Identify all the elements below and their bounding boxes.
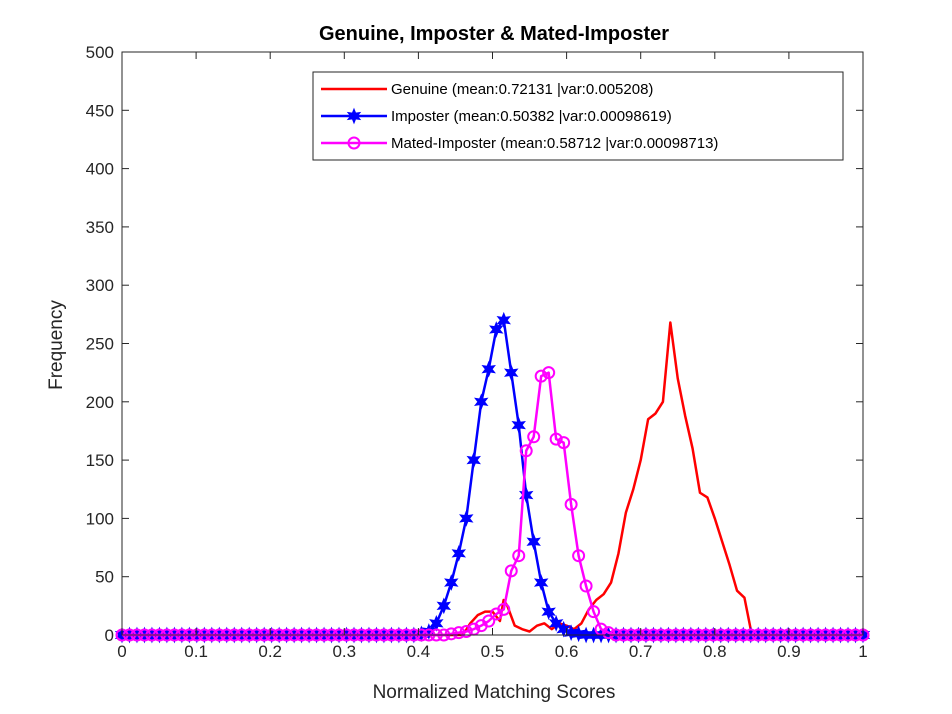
x-tick-label: 0.4 [407,642,431,661]
y-tick-label: 0 [105,626,114,645]
data-point-imposter [466,451,481,469]
data-point-imposter [444,574,459,591]
data-point-imposter [451,545,467,562]
data-point-imposter [436,597,452,615]
data-point-mated-imposter [497,602,511,616]
data-point-mated-imposter [459,625,473,639]
data-point-imposter [459,510,474,527]
axes-layer: 0 0.1 0.2 0.3 0.4 0.5 0.6 0.7 0.8 0.9 1 0 50 100 150 20… [86,43,868,661]
data-point-imposter [548,614,564,632]
data-point-mated-imposter [452,626,466,640]
legend: Genuine (mean:0.72131 |var:0.005208) Impo… [312,71,844,161]
x-tick-label: 0.9 [777,642,801,661]
data-point-mated-imposter [482,614,496,628]
y-tick-label: 500 [86,43,114,62]
legend-label-mated-imposter: Mated-Imposter (mean:0.58712 |var:0.0009… [391,135,718,152]
y-tick-label: 400 [86,160,114,179]
data-point-mated-imposter [549,432,563,446]
y-tick-label: 150 [86,451,114,470]
data-point-mated-imposter [572,549,586,563]
data-point-imposter [504,364,519,382]
legend-marker-imposter [346,107,362,125]
legend-entry-genuine: Genuine (mean:0.72131 |var:0.005208) [321,81,653,98]
data-point-imposter [518,486,534,504]
data-point-imposter [526,533,541,551]
data-point-mated-imposter [579,579,593,593]
x-tick-label: 0.3 [332,642,356,661]
x-tick-label: 0.5 [481,642,505,661]
x-tick-label: 0.8 [703,642,727,661]
data-point-mated-imposter [527,430,541,444]
data-point-imposter [533,574,549,591]
y-tick-label: 50 [95,568,114,587]
legend-entry-imposter: Imposter (mean:0.50382 |var:0.00098619) [321,107,672,125]
data-point-mated-imposter [444,627,458,641]
y-axis-label: Frequency [46,300,67,390]
data-point-imposter [473,393,489,411]
data-point-mated-imposter [557,436,571,450]
data-point-mated-imposter [602,626,616,640]
y-tick-label: 100 [86,509,114,528]
data-point-mated-imposter [564,497,578,511]
y-tick-label: 200 [86,393,114,412]
x-tick-label: 1 [858,642,867,661]
legend-label-genuine: Genuine (mean:0.72131 |var:0.005208) [391,81,653,98]
data-point-imposter [481,360,496,378]
data-point-imposter [489,321,504,338]
x-tick-label: 0.1 [184,642,208,661]
x-tick-label: 0 [117,642,126,661]
chart-title: Genuine, Imposter & Mated-Imposter [319,23,669,45]
data-point-mated-imposter [504,564,518,578]
data-point-mated-imposter [534,369,548,383]
y-tick-label: 350 [86,218,114,237]
data-point-imposter [556,620,571,638]
x-tick-label: 0.6 [555,642,579,661]
x-axis-label: Normalized Matching Scores [373,682,616,703]
legend-box [312,71,844,161]
legend-marker-mated-imposter [347,136,361,150]
legend-label-imposter: Imposter (mean:0.50382 |var:0.00098619) [391,108,672,125]
data-point-imposter [496,311,512,329]
data-point-mated-imposter [587,605,601,619]
x-tick-label: 0.2 [258,642,282,661]
data-point-imposter [511,416,526,434]
data-point-mated-imposter [519,444,533,458]
y-tick-label: 450 [86,101,114,120]
data-point-imposter [541,603,556,621]
data-point-mated-imposter [512,549,526,563]
y-tick-label: 300 [86,276,114,295]
data-point-mated-imposter [542,366,556,380]
legend-entry-mated-imposter: Mated-Imposter (mean:0.58712 |var:0.0009… [321,135,718,152]
x-tick-label: 0.7 [629,642,653,661]
y-tick-label: 250 [86,335,114,354]
